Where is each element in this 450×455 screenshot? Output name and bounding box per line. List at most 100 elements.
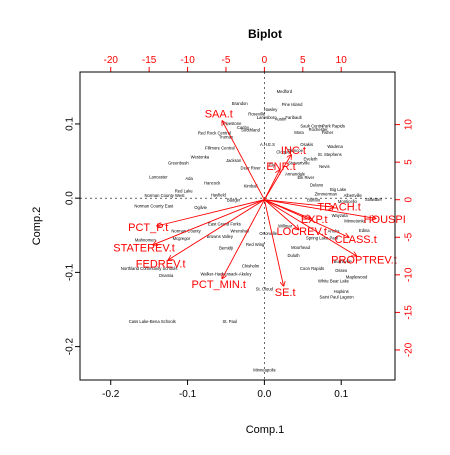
- observation-label: Norman County West: [145, 193, 186, 198]
- plot-frame: [79, 71, 396, 381]
- x-tick-label: -0.1: [179, 389, 197, 400]
- observation-label: Delano: [310, 183, 324, 188]
- observation-label: Hancock: [204, 180, 221, 185]
- observation-label: Hopkins: [334, 289, 349, 294]
- observation-label: Red Rock Central: [198, 131, 231, 136]
- observation-label: Saint Paul Lagoon: [319, 295, 354, 300]
- loading-arrow: [168, 199, 265, 260]
- observation-label: Willmar: [278, 223, 293, 228]
- x-tick-label: 0.0: [257, 389, 271, 400]
- loading-label: PROPTREV.t: [331, 254, 397, 266]
- observation-label: Annandale: [285, 172, 306, 177]
- observation-label: Buffalo: [307, 198, 321, 203]
- observation-label: Moorhead: [291, 245, 311, 250]
- observation-label: Fisher: [322, 130, 334, 135]
- x-tick-label: -0.2: [102, 389, 120, 400]
- observation-label: Truman: [219, 134, 234, 139]
- loading-arrow: [264, 199, 356, 256]
- chart-title: Biplot: [248, 27, 282, 41]
- right-tick-label: -10: [404, 267, 415, 282]
- observation-label: Wadena: [327, 144, 343, 149]
- loading-arrow: [264, 199, 310, 219]
- loading-label: PCT_MIN.t: [192, 279, 246, 291]
- loading-label: CLASS.t: [335, 234, 377, 246]
- observation-label: Glencoe: [287, 148, 303, 153]
- x-axis-label: Comp.1: [246, 424, 285, 436]
- y-tick-label: -0.2: [65, 338, 76, 356]
- observation-label: Zimmerman: [315, 192, 338, 197]
- observation-label: St. Paul: [222, 319, 237, 324]
- right-tick-label: 5: [404, 159, 415, 165]
- observation-label: White Bear Lake: [318, 278, 350, 283]
- top-tick-label: -5: [222, 55, 231, 66]
- right-tick-label: 0: [404, 196, 415, 202]
- observation-label: Faribault: [285, 115, 302, 120]
- observation-label: Red Lake: [175, 189, 194, 194]
- observation-label: Fillmore Central: [205, 146, 235, 151]
- loading-label: HOUSPI: [364, 214, 406, 226]
- observation-label: Norman County East: [134, 203, 174, 208]
- loading-label: ENR.t: [266, 161, 295, 173]
- loading-label: EXP.t: [301, 214, 328, 226]
- observation-label: Ely: [269, 163, 276, 168]
- observation-label: Jackson: [226, 158, 242, 163]
- observation-label: Badger: [227, 198, 241, 203]
- loading-arrow: [264, 199, 375, 219]
- top-tick-label: -20: [104, 55, 119, 66]
- observation-label: Osseo: [335, 268, 348, 273]
- observation-label: Ada: [185, 176, 193, 181]
- top-tick-label: 5: [300, 55, 306, 66]
- observation-label: Northland Community Schools: [121, 266, 178, 271]
- loading-arrow: [264, 155, 291, 200]
- observation-label: Duluth: [288, 253, 301, 258]
- observation-label: Monticello: [338, 199, 358, 204]
- loading-arrow: [263, 199, 283, 286]
- loading-arrow: [157, 199, 265, 226]
- observation-label: Deer River: [241, 166, 262, 171]
- observation-label: Austin: [275, 117, 287, 122]
- observation-label: Coon Rapids: [300, 266, 324, 271]
- observation-label: Chisholm: [242, 264, 260, 269]
- observation-label: Canby: [237, 125, 250, 130]
- right-tick-label: -5: [404, 232, 415, 241]
- observation-label: Albertville: [344, 193, 363, 198]
- observation-label: Mora: [294, 130, 304, 135]
- observation-label: Anoka: [328, 229, 341, 234]
- observation-label: Greenbush: [168, 160, 189, 165]
- loadings-layer: SAA.t PCT_P.t STATEREV.t FEDREV.t PCT_MIN.t S…: [113, 108, 405, 298]
- loading-arrow: [264, 199, 333, 208]
- loading-label: INC.t: [281, 145, 306, 157]
- observation-label: Medford: [277, 89, 293, 94]
- top-tick-label: 10: [336, 55, 348, 66]
- loading-arrow: [222, 121, 265, 200]
- observation-label: Cloquet: [276, 149, 291, 154]
- observation-label: Eveleth: [304, 157, 319, 162]
- observation-label: Hayfield: [211, 192, 227, 197]
- observation-label: Minneapolis: [253, 367, 275, 372]
- observation-label: Onamia: [159, 273, 174, 278]
- right-tick-label: 10: [404, 119, 415, 131]
- observation-label: Maplewood: [346, 275, 368, 280]
- observation-label: Stillwater: [365, 197, 383, 202]
- loading-label: FEDREV.t: [136, 259, 186, 271]
- observation-label: Cass Lake-Bena Schools: [129, 319, 176, 324]
- observation-label: Spring Lake Park: [306, 235, 339, 240]
- observation-label: Wayzata: [332, 213, 349, 218]
- y-tick-label: -0.1: [65, 263, 76, 281]
- observation-label: East Grand Forks: [208, 221, 241, 226]
- loading-label: SE.t: [275, 287, 296, 299]
- observation-label: Bemidji: [219, 246, 233, 251]
- loading-arrow: [222, 199, 265, 279]
- top-tick-label: -10: [180, 55, 195, 66]
- observation-label: Ortonville: [259, 231, 277, 236]
- y-tick-label: 0.0: [65, 191, 76, 205]
- y-tick-label: 0.1: [65, 117, 76, 131]
- loading-arrow: [263, 170, 279, 200]
- loading-label: STATEREV.t: [113, 242, 175, 254]
- loading-label: PCT_P.t: [128, 222, 168, 234]
- observation-label: Big Lake: [330, 187, 347, 192]
